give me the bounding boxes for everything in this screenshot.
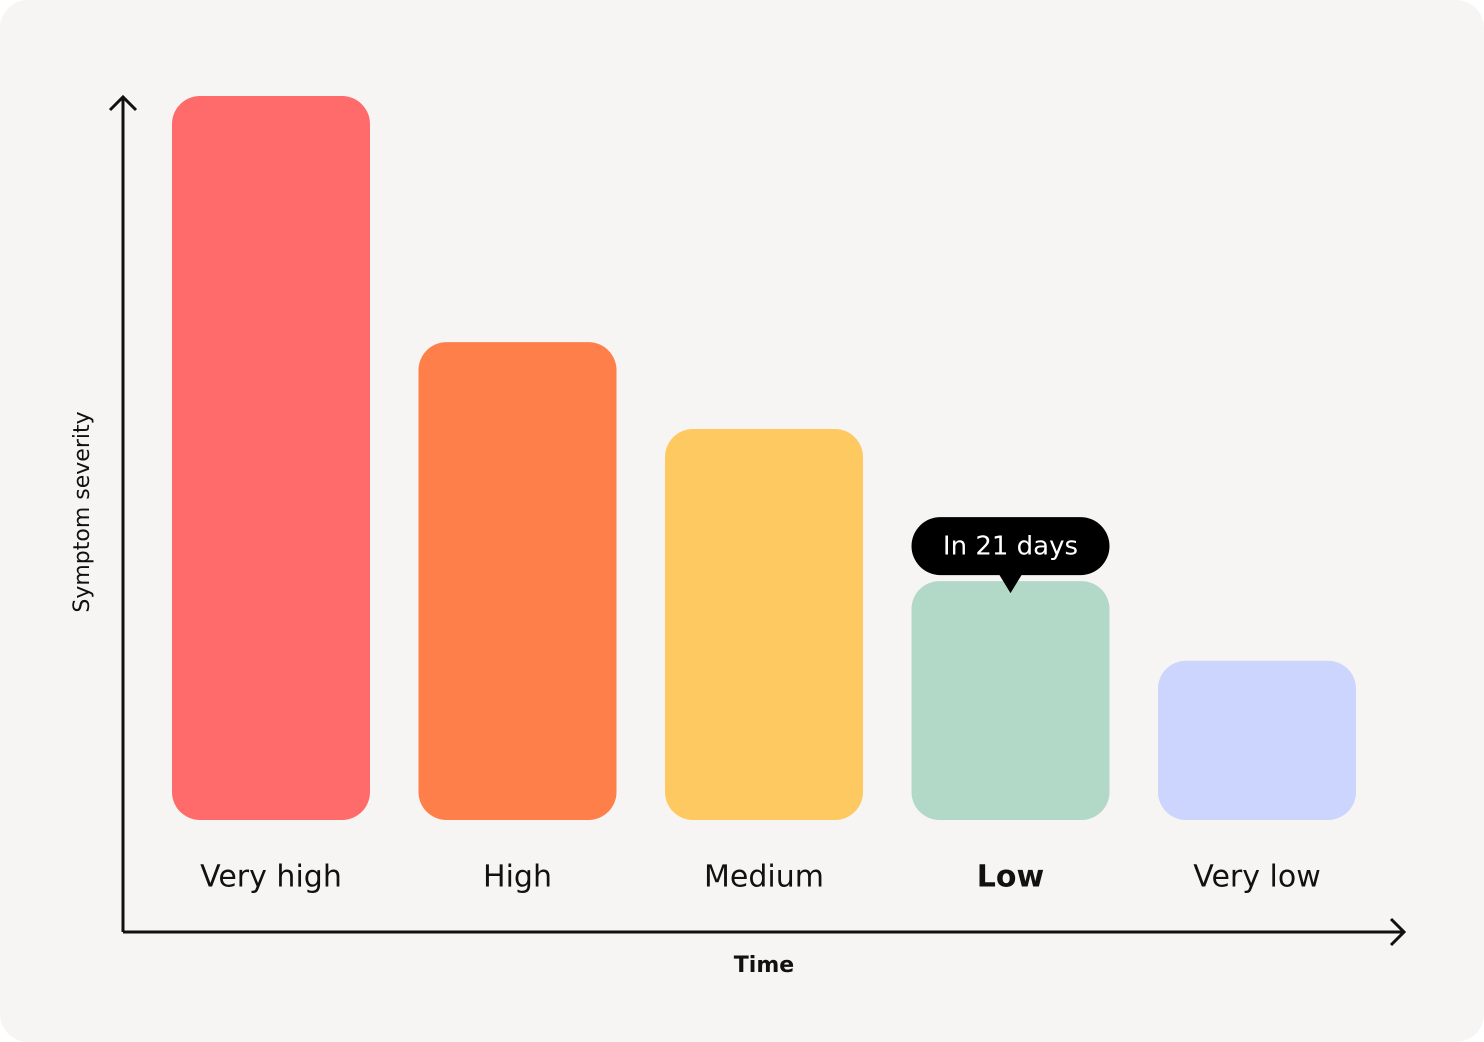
y-axis-label: Symptom severity (70, 411, 95, 612)
tooltip-bubble (911, 517, 1110, 594)
bar (172, 96, 370, 820)
bar (911, 581, 1110, 820)
y-axis (108, 94, 138, 932)
x-tick-label: Low (977, 860, 1044, 895)
x-tick-label: Very low (1193, 860, 1321, 895)
x-tick-label: High (483, 860, 552, 895)
x-axis (123, 917, 1407, 947)
axes (108, 94, 1407, 947)
x-tick-label: Very high (200, 860, 342, 895)
x-axis-label: Time (734, 953, 794, 978)
bar (1158, 660, 1356, 820)
bar (418, 342, 617, 820)
bar (665, 429, 863, 820)
tooltip-text: In 21 days (943, 532, 1078, 562)
x-tick-label: Medium (704, 860, 824, 895)
